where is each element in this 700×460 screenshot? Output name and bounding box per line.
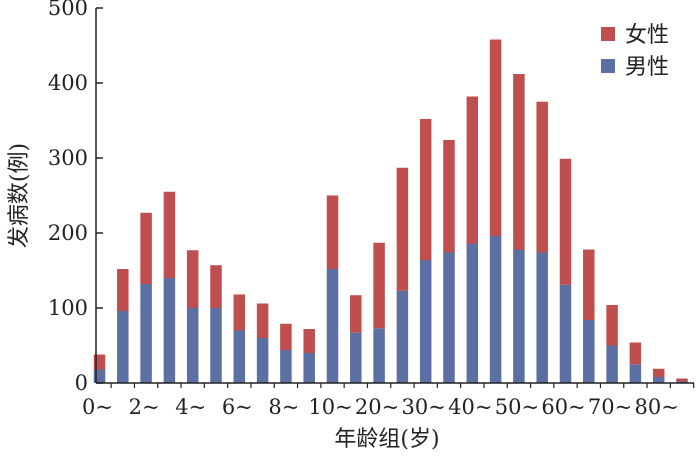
bar-male-1 [117,311,129,383]
bar-male-24 [652,377,665,383]
bar-male-21 [583,320,595,383]
bar-female-6 [233,294,246,331]
bar-male-17 [489,236,502,383]
bar-male-9 [303,353,315,383]
x-tick-label-10: 60~ [541,395,585,419]
bar-male-22 [606,345,618,383]
bar-female-12 [373,242,385,329]
bar-female-17 [489,39,502,236]
legend-label-male: 男性 [625,55,669,80]
bar-female-22 [606,305,618,346]
bar-male-6 [233,330,246,383]
y-tick-label-4: 400 [48,71,88,95]
bar-female-19 [536,101,548,253]
bar-female-23 [629,342,642,365]
y-tick-label-3: 300 [48,146,88,170]
x-tick-label-8: 40~ [448,395,492,419]
bar-male-13 [396,290,409,383]
bar-female-14 [419,119,432,260]
bar-male-5 [210,308,222,383]
bar-male-0 [93,369,106,383]
bar-female-21 [583,249,595,320]
bar-male-18 [513,249,525,383]
bar-male-2 [140,284,152,383]
y-tick-label-1: 100 [48,296,88,320]
bar-female-15 [443,140,455,253]
legend-label-female: 女性 [625,23,669,48]
bar-female-16 [466,96,479,244]
bar-male-12 [373,328,385,383]
bar-female-2 [140,212,152,284]
axes-group [95,8,694,384]
y-tick-label-2: 200 [48,221,88,245]
x-tick-label-2: 4~ [175,395,206,419]
x-tick-label-9: 50~ [495,395,539,419]
bar-male-4 [186,308,199,383]
bar-female-24 [652,368,665,377]
y-ticks-group: 0 100 200 300 400 500 [48,0,103,395]
legend-swatch-male [601,59,615,73]
bar-male-19 [536,252,548,383]
bar-male-8 [280,350,292,383]
y-tick-label-5: 500 [48,0,88,20]
bar-female-3 [163,191,176,278]
bar-male-14 [419,260,432,383]
x-tick-label-3: 6~ [222,395,253,419]
bar-male-15 [443,252,455,383]
x-tick-label-1: 2~ [129,395,160,419]
x-tick-label-11: 70~ [588,395,632,419]
bar-female-9 [303,329,315,353]
x-tick-label-5: 10~ [308,395,352,419]
legend: 女性 男性 [601,23,669,80]
bar-female-7 [256,303,269,338]
bar-male-16 [466,243,479,383]
bar-female-25 [676,378,688,382]
bar-female-18 [513,74,525,250]
bars-group [93,39,688,383]
x-tick-label-4: 8~ [268,395,299,419]
x-tick-label-6: 20~ [355,395,399,419]
y-axis-title: 发病数(例) [7,143,32,248]
bar-male-7 [256,338,269,383]
x-ticks-group: 0~ 2~ 4~ 6~ 8~ 10~ 20~ 30~ 40~ 50~ 60~ 70~ 80~ [82,383,695,419]
x-tick-label-7: 30~ [402,395,446,419]
bar-male-10 [326,269,339,383]
y-tick-label-0: 0 [75,371,88,395]
bar-female-0 [93,354,106,370]
x-tick-label-0: 0~ [82,395,113,419]
bar-female-20 [559,158,572,285]
bar-female-1 [117,269,129,311]
x-tick-label-12: 80~ [635,395,679,419]
bar-female-11 [350,295,362,333]
bar-female-4 [186,250,199,308]
bar-female-5 [210,265,222,308]
bar-male-3 [163,278,176,383]
bar-female-10 [326,195,339,269]
bar-female-8 [280,323,292,350]
bar-male-11 [350,332,362,383]
bar-male-20 [559,284,572,383]
bar-female-13 [396,167,409,291]
legend-swatch-female [601,27,615,41]
bar-male-23 [629,364,642,383]
x-axis-title: 年龄组(岁) [334,427,439,452]
